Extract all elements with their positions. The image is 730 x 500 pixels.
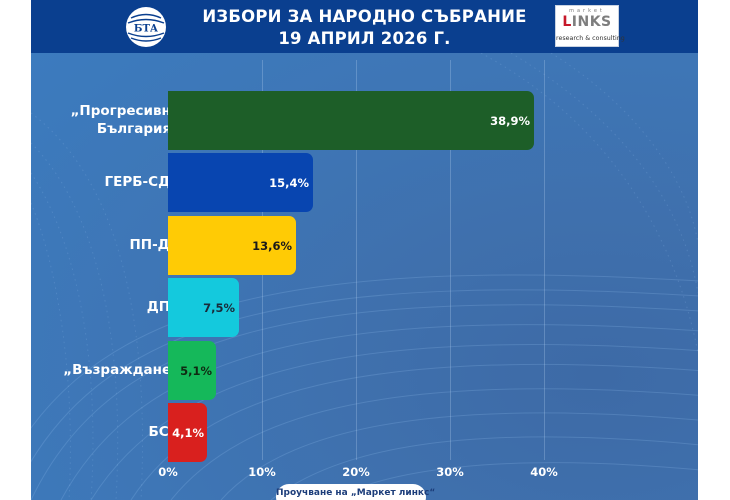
x-tick-40: 40% <box>530 465 558 479</box>
party-label-progresivna-bulgaria: „Прогресивна България“ <box>70 103 180 137</box>
source-text: Проучване на „Маркет линкс“ <box>276 488 436 498</box>
x-tick-0: 0% <box>158 465 178 479</box>
bar-value: 13,6% <box>252 238 292 253</box>
x-tick-30: 30% <box>436 465 464 479</box>
gridline-30 <box>450 60 451 460</box>
links-logo-top-text: market <box>569 8 605 14</box>
svg-text:БТА: БТА <box>134 24 159 35</box>
bar-value: 7,5% <box>203 300 235 315</box>
bar-value: 15,4% <box>269 175 309 190</box>
chart-card: БТА ИЗБОРИ ЗА НАРОДНО СЪБРАНИЕ 19 АПРИЛ … <box>31 0 698 500</box>
header-banner: БТА ИЗБОРИ ЗА НАРОДНО СЪБРАНИЕ 19 АПРИЛ … <box>31 0 698 53</box>
wave-background <box>31 53 698 500</box>
gridline-20 <box>356 60 357 460</box>
bta-globe-logo-icon: БТА <box>126 7 166 47</box>
bar-value: 38,9% <box>490 113 530 128</box>
chart-date: 19 АПРИЛ 2026 Г. <box>278 29 451 48</box>
market-links-logo: market LINKS research & consulting <box>555 5 625 47</box>
bar-pp-db: 13,6% <box>168 216 296 275</box>
x-tick-20: 20% <box>342 465 370 479</box>
chart-title: ИЗБОРИ ЗА НАРОДНО СЪБРАНИЕ <box>202 7 527 26</box>
bar-vazrazhdane: 5,1% <box>168 341 216 400</box>
x-tick-10: 10% <box>248 465 276 479</box>
links-logo-subtitle: research & consulting <box>556 35 625 42</box>
bar-dps: 7,5% <box>168 278 239 337</box>
bar-progresivna-bulgaria: 38,9% <box>168 91 534 150</box>
party-label-gerb-sds: ГЕРБ-СДС <box>104 174 180 190</box>
bar-bsp: 4,1% <box>168 403 207 462</box>
gridline-40 <box>544 60 545 460</box>
links-logo-brand: LINKS <box>562 14 612 30</box>
bar-gerb-sds: 15,4% <box>168 153 313 212</box>
bar-value: 4,1% <box>172 425 204 440</box>
party-label-vazrazhdane: „Възраждане“ <box>63 362 180 378</box>
party-label-pp-db: ПП-ДБ <box>129 237 180 253</box>
source-badge: Проучване на „Маркет линкс“ <box>276 484 436 500</box>
bar-value: 5,1% <box>180 363 212 378</box>
